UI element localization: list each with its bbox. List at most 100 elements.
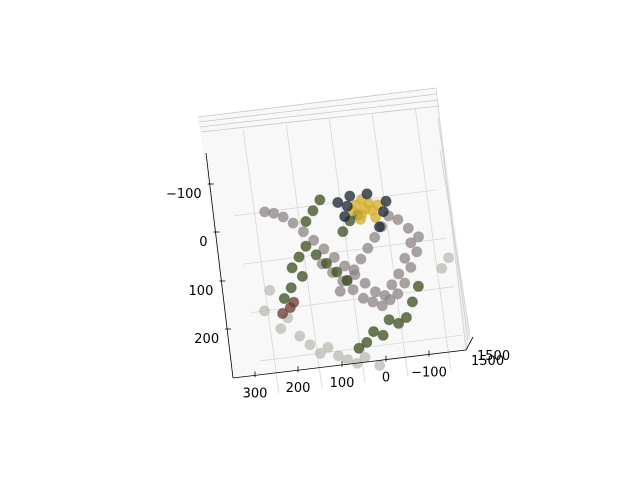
data-point	[314, 347, 326, 359]
data-point	[259, 305, 270, 317]
data-point	[436, 262, 448, 274]
data-point	[293, 251, 305, 263]
data-point	[369, 231, 381, 243]
data-point	[368, 326, 380, 338]
data-point	[361, 188, 373, 200]
data-point	[386, 279, 398, 291]
data-point	[402, 222, 414, 234]
data-point	[377, 329, 389, 341]
data-point	[443, 252, 455, 264]
data-point	[362, 242, 374, 254]
data-point	[331, 266, 343, 278]
data-point	[332, 350, 344, 362]
data-point	[300, 216, 312, 227]
top-grid-line	[200, 105, 440, 133]
data-point	[413, 231, 424, 243]
data-point	[406, 296, 418, 308]
data-point	[359, 351, 371, 363]
data-point	[341, 200, 353, 212]
data-point	[308, 234, 320, 246]
data-point	[384, 294, 396, 306]
y-tick-label: 100	[189, 284, 214, 299]
data-point	[383, 314, 395, 326]
data-point	[268, 207, 280, 219]
data-point	[287, 217, 299, 229]
data-point	[288, 296, 300, 308]
y-tick-label: 0	[199, 235, 207, 250]
back-pane	[198, 88, 466, 378]
data-point	[355, 253, 367, 265]
y-axis-line	[205, 152, 234, 379]
data-point	[355, 213, 366, 225]
data-point	[304, 339, 316, 351]
data-point	[393, 268, 405, 280]
axis-panes	[198, 88, 470, 378]
data-point	[361, 336, 373, 348]
data-point	[347, 284, 359, 296]
data-point	[342, 354, 354, 366]
x-tick-label: −100	[411, 365, 447, 380]
data-point	[353, 342, 365, 354]
data-point	[337, 226, 349, 238]
data-point	[294, 330, 306, 342]
x-tick-label: 300	[243, 386, 268, 401]
data-point	[380, 195, 392, 207]
data-point	[264, 284, 276, 296]
data-point	[339, 260, 351, 272]
data-point	[405, 261, 417, 273]
data-point	[392, 214, 404, 226]
top-grid-line	[198, 93, 438, 123]
data-point	[318, 243, 330, 255]
data-point	[399, 277, 411, 289]
x-tick-label: 200	[286, 381, 311, 396]
z-axis-line	[465, 336, 474, 351]
data-point	[359, 277, 371, 289]
data-point	[369, 286, 381, 298]
side-grid-line	[439, 149, 471, 336]
data-point	[377, 206, 389, 218]
data-point	[307, 205, 319, 217]
data-point	[374, 360, 386, 371]
data-point	[399, 252, 411, 264]
data-point	[296, 270, 308, 282]
data-point	[374, 221, 385, 233]
data-point	[348, 264, 360, 276]
data-point	[411, 246, 423, 258]
data-point	[297, 226, 309, 238]
data-point	[367, 296, 379, 308]
x-tick-label: 100	[330, 376, 355, 391]
data-point	[286, 262, 298, 274]
data-point	[341, 275, 353, 286]
data-point	[344, 190, 356, 202]
data-point	[376, 300, 388, 312]
data-point	[285, 282, 297, 294]
data-point	[321, 257, 332, 269]
data-point	[328, 251, 340, 263]
top-grid-line	[199, 99, 439, 128]
data-point	[357, 292, 369, 304]
axis-lines	[205, 152, 474, 379]
data-point	[277, 308, 289, 319]
data-point	[393, 317, 405, 329]
data-point	[366, 205, 378, 216]
data-points	[259, 188, 455, 371]
z-tick-label: 1500	[471, 354, 504, 369]
data-point	[277, 211, 289, 223]
data-point	[314, 194, 326, 206]
data-point	[339, 211, 351, 222]
data-point	[334, 285, 346, 297]
data-point	[332, 197, 344, 208]
y-tick-label: −100	[166, 187, 202, 202]
x-tick-label: 0	[382, 371, 390, 386]
data-point	[278, 293, 290, 304]
data-point	[400, 312, 412, 323]
x-axis-line	[232, 349, 467, 379]
data-point	[405, 237, 417, 249]
data-point	[392, 288, 404, 300]
data-point	[412, 280, 424, 292]
data-point	[259, 206, 271, 218]
z-tick-label: 1500	[477, 349, 510, 364]
y-tick-label: 200	[194, 332, 219, 347]
